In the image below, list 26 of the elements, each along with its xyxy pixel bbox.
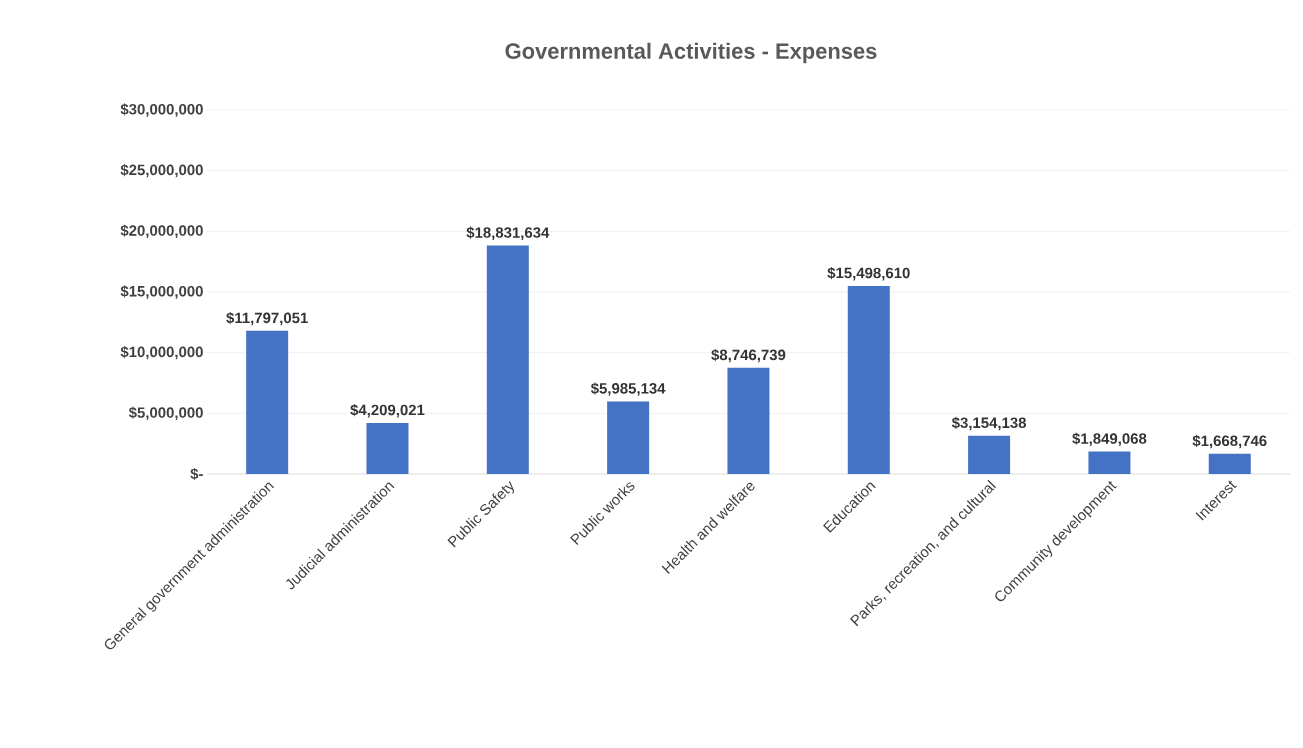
y-tick-label: $- [190, 467, 203, 481]
data-label: $11,797,051 [226, 311, 308, 326]
data-label: $18,831,634 [466, 226, 550, 240]
bar [246, 330, 289, 474]
bar [1088, 451, 1131, 474]
y-tick-label: $10,000,000 [120, 345, 203, 360]
data-label: $1,668,746 [1192, 434, 1267, 449]
chart-title: Governmental Activities - Expenses [505, 42, 877, 64]
data-label: $3,154,138 [951, 416, 1027, 431]
y-tick-label: $15,000,000 [120, 285, 203, 299]
data-label: $15,498,610 [827, 267, 910, 281]
y-tick-label: $5,000,000 [128, 406, 203, 421]
data-label: $1,849,068 [1072, 432, 1147, 447]
y-tick-label: $25,000,000 [120, 163, 203, 178]
bar [607, 401, 650, 474]
y-tick-label: $30,000,000 [120, 103, 203, 117]
bar [847, 285, 890, 474]
data-label: $4,209,021 [350, 404, 425, 418]
y-tick-label: $20,000,000 [120, 224, 203, 239]
bar [486, 245, 529, 474]
bar [727, 367, 770, 474]
data-label: $8,746,739 [711, 348, 786, 363]
bar [968, 435, 1011, 474]
bar [1208, 453, 1251, 474]
bar [366, 422, 409, 474]
data-label: $5,985,134 [590, 382, 666, 396]
